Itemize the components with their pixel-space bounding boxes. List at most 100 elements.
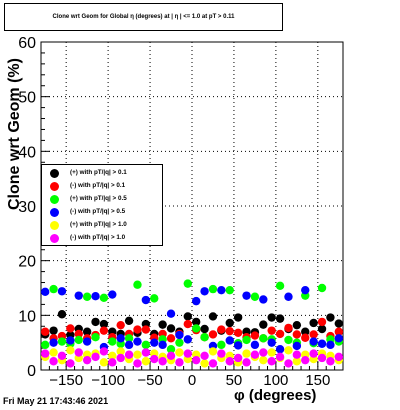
- data-point: [166, 345, 176, 354]
- data-point: [133, 359, 142, 368]
- title-box: Clone wrt Geom for Global η (degrees) at…: [4, 3, 283, 31]
- data-point: [91, 292, 100, 301]
- data-point: [108, 337, 117, 346]
- data-point: [326, 313, 335, 322]
- data-point: [57, 310, 67, 319]
- data-point: [242, 291, 251, 300]
- data-point: [133, 280, 142, 289]
- data-point: [74, 348, 83, 357]
- data-point: [49, 348, 58, 357]
- x-tick-label: −150: [49, 372, 83, 389]
- data-point: [259, 295, 268, 304]
- legend-label: (-) with pT/|q| > 1.0: [70, 234, 126, 241]
- data-point: [99, 358, 109, 367]
- legend-entry: (-) with pT/|q| > 1.0: [42, 232, 162, 245]
- data-point: [292, 330, 302, 339]
- data-point: [40, 287, 50, 297]
- data-point: [242, 358, 251, 367]
- data-point: [284, 292, 293, 301]
- data-point: [225, 357, 234, 366]
- data-point: [334, 327, 344, 336]
- data-point: [49, 357, 58, 366]
- y-tick-label: 60: [18, 35, 36, 52]
- data-point: [150, 294, 159, 303]
- data-point: [191, 296, 201, 306]
- data-point: [99, 319, 109, 329]
- legend-entry: (-) with pT/|q| > 0.5: [42, 206, 162, 219]
- data-point: [108, 351, 117, 360]
- data-point: [233, 341, 243, 350]
- legend-entry: (+) with pT/|q| > 0.5: [42, 193, 162, 206]
- x-tick-label: −50: [137, 372, 162, 389]
- data-point: [208, 284, 218, 294]
- data-point: [208, 359, 218, 368]
- x-tick-label: 0: [188, 372, 196, 389]
- data-point: [317, 283, 327, 293]
- x-tick-label: 50: [226, 372, 243, 389]
- data-point: [183, 335, 193, 344]
- x-tick-label: 150: [305, 372, 330, 389]
- data-point: [250, 292, 260, 301]
- data-point: [301, 333, 310, 342]
- legend-entry: (-) with pT/|q| > 0.1: [42, 180, 162, 193]
- data-point: [183, 319, 193, 329]
- data-point: [40, 327, 50, 336]
- data-point: [57, 337, 67, 346]
- data-point: [200, 333, 209, 342]
- data-point: [334, 352, 344, 362]
- legend-entry: (+) with pT/|q| > 1.0: [42, 219, 162, 232]
- data-point: [284, 359, 293, 368]
- data-point: [275, 345, 285, 354]
- data-point: [158, 357, 167, 366]
- data-point: [57, 351, 67, 360]
- chart-title: Clone wrt Geom for Global η (degrees) at…: [52, 14, 235, 20]
- data-point: [200, 351, 209, 360]
- data-point: [74, 291, 83, 300]
- data-point: [183, 349, 193, 358]
- data-point: [66, 346, 75, 355]
- data-point: [82, 327, 92, 336]
- data-point: [108, 290, 117, 299]
- data-point: [183, 312, 193, 321]
- data-point: [141, 325, 151, 334]
- data-point: [116, 320, 125, 330]
- data-point: [158, 320, 167, 329]
- y-tick-label: 20: [18, 254, 36, 271]
- data-point: [166, 324, 176, 333]
- data-point: [267, 348, 276, 357]
- data-point: [233, 353, 243, 363]
- data-point: [200, 324, 209, 334]
- data-point: [301, 327, 310, 336]
- data-point: [124, 316, 134, 325]
- y-tick-label: 50: [18, 90, 36, 107]
- data-point: [49, 338, 58, 347]
- y-tick-label: 30: [18, 199, 36, 216]
- data-point: [74, 335, 83, 345]
- data-point: [108, 358, 117, 367]
- data-point: [275, 329, 285, 339]
- data-point: [267, 313, 276, 322]
- data-point: [242, 349, 251, 358]
- legend-label: (+) with pT/|q| > 0.1: [70, 169, 127, 176]
- data-point: [334, 319, 344, 328]
- data-point: [208, 312, 218, 321]
- data-point: [225, 326, 234, 336]
- data-point: [275, 281, 285, 291]
- data-point: [91, 352, 100, 362]
- data-point: [166, 334, 176, 343]
- data-point: [233, 313, 243, 322]
- data-point: [57, 287, 67, 296]
- data-point: [259, 355, 268, 365]
- legend-entry: (+) with pT/|q| > 0.1: [42, 167, 162, 180]
- data-point: [317, 353, 327, 363]
- data-point: [225, 318, 234, 328]
- data-point: [317, 339, 327, 348]
- data-point: [233, 328, 243, 338]
- data-point: [91, 333, 100, 342]
- data-point: [275, 314, 285, 323]
- data-point: [317, 317, 327, 327]
- data-point: [175, 338, 184, 347]
- data-point: [141, 357, 151, 366]
- data-point: [191, 317, 201, 327]
- data-point: [225, 336, 234, 345]
